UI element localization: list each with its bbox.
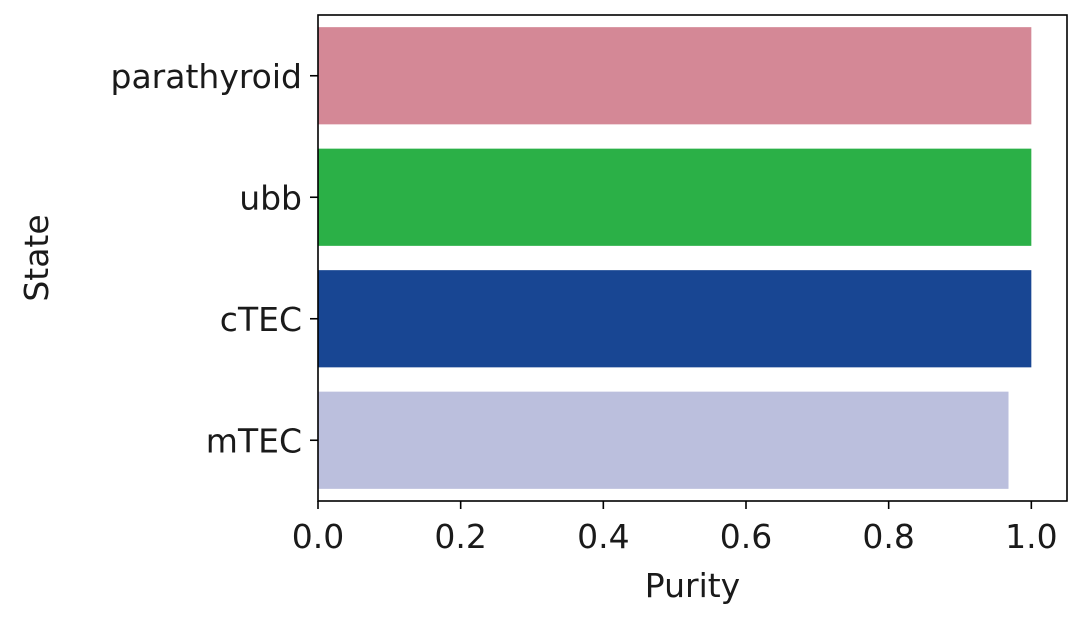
y-tick-label: parathyroid	[111, 57, 303, 96]
bar-ubb	[318, 148, 1032, 246]
y-tick-label: cTEC	[220, 300, 302, 339]
x-axis-title: Purity	[645, 566, 740, 605]
y-tick-label: mTEC	[206, 421, 302, 460]
ticks-layer: parathyroid ubb cTEC mTEC 0.0 0.2 0.4 0.6 0.8 1.0	[111, 57, 1058, 556]
x-tick-label: 0.4	[577, 517, 629, 556]
x-tick-label: 0.8	[862, 517, 914, 556]
x-tick-label: 1.0	[1005, 517, 1057, 556]
y-axis-title: State	[17, 214, 56, 301]
x-tick-label: 0.6	[720, 517, 772, 556]
bars-layer	[318, 27, 1032, 489]
bar-parathyroid	[318, 27, 1032, 125]
x-tick-label: 0.0	[292, 517, 344, 556]
x-tick-label: 0.2	[434, 517, 486, 556]
bar-mtec	[318, 391, 1009, 489]
bar-ctec	[318, 270, 1032, 368]
y-tick-label: ubb	[239, 178, 302, 217]
plot-area-frame	[317, 14, 1068, 502]
